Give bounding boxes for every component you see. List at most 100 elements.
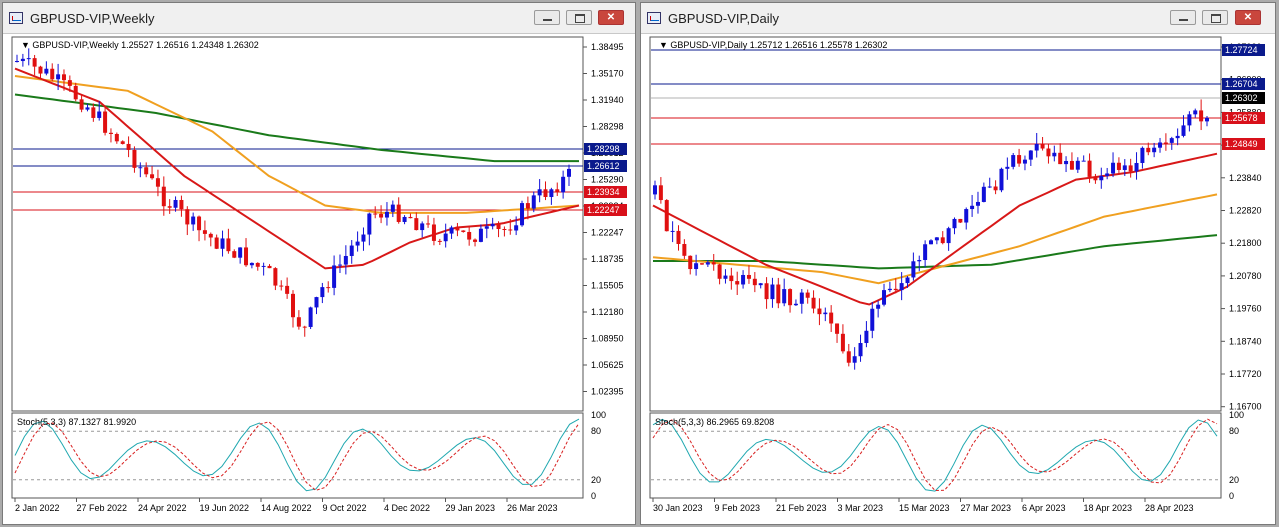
candle-body xyxy=(1022,159,1027,164)
candle-body xyxy=(132,149,137,168)
candle-body xyxy=(811,297,816,309)
chart-area[interactable]: 1.279201.269001.258801.248601.238401.228… xyxy=(641,34,1275,524)
candle-body xyxy=(567,168,571,177)
candle-body xyxy=(964,209,969,223)
candle-body xyxy=(478,228,483,242)
candle-body xyxy=(273,268,278,286)
candle-body xyxy=(882,290,887,305)
candle-body xyxy=(1158,142,1163,148)
candle-body xyxy=(285,285,290,294)
candle-body xyxy=(484,226,489,229)
candle-body xyxy=(1146,147,1151,153)
candle-body xyxy=(191,216,196,225)
time-axis-label: 9 Feb 2023 xyxy=(715,503,761,513)
title-bar[interactable]: GBPUSD-VIP,Weekly xyxy=(3,3,635,34)
stochastic-pane[interactable] xyxy=(649,412,1222,499)
close-button[interactable] xyxy=(1235,10,1261,25)
candle-body xyxy=(917,259,922,262)
price-scale-label: 1.18740 xyxy=(1229,336,1262,346)
candle-body xyxy=(1152,147,1157,153)
price-scale-label: 1.19760 xyxy=(1229,304,1262,314)
level-price-badge xyxy=(1222,138,1265,150)
daily-chart-window[interactable]: GBPUSD-VIP,Daily 1.279201.269001.258801.… xyxy=(640,2,1276,525)
candle-body xyxy=(490,223,495,227)
weekly-chart-window[interactable]: GBPUSD-VIP,Weekly 1.384951.351701.319401… xyxy=(2,2,636,525)
ma-mid-line xyxy=(652,193,1218,285)
candle-body xyxy=(296,317,301,327)
candle-body xyxy=(676,230,681,244)
stoch-scale-label: 20 xyxy=(1229,475,1239,485)
minimize-button[interactable] xyxy=(1170,10,1196,25)
candle-body xyxy=(1075,160,1080,170)
candle-body xyxy=(267,265,272,269)
time-axis-label: 29 Jan 2023 xyxy=(446,503,496,513)
candle-body xyxy=(302,326,307,328)
candle-body xyxy=(929,240,933,245)
symbol-header: ▼ GBPUSD-VIP,Weekly 1.25527 1.26516 1.24… xyxy=(21,40,259,50)
candle-body xyxy=(390,204,395,212)
price-pane[interactable] xyxy=(649,36,1222,412)
candle-body xyxy=(108,132,113,134)
price-scale-label: 1.38495 xyxy=(591,42,624,52)
level-price-badge xyxy=(1222,44,1265,56)
candle-body xyxy=(658,185,663,201)
candle-body xyxy=(829,312,834,324)
time-axis-label: 24 Apr 2022 xyxy=(138,503,187,513)
price-scale-label: 1.12180 xyxy=(591,307,624,317)
candle-body xyxy=(426,223,431,225)
price-scale-label: 1.22820 xyxy=(1229,206,1262,216)
candle-body xyxy=(958,218,963,223)
candle-body xyxy=(449,227,454,234)
candle-body xyxy=(73,85,78,100)
candle-body xyxy=(214,237,219,249)
candle-body xyxy=(999,168,1004,191)
candle-body xyxy=(126,143,131,150)
candle-body xyxy=(940,237,945,244)
maximize-button[interactable] xyxy=(1202,10,1228,25)
maximize-button[interactable] xyxy=(566,10,592,25)
candle-body xyxy=(870,308,875,331)
candle-body xyxy=(496,223,501,230)
title-bar[interactable]: GBPUSD-VIP,Daily xyxy=(641,3,1275,34)
candle-body xyxy=(1005,166,1010,169)
candle-body xyxy=(1011,155,1016,167)
stochastic-pane[interactable] xyxy=(11,412,584,499)
candle-body xyxy=(893,288,898,291)
candle-body xyxy=(414,218,419,231)
level-price-label: 1.26302 xyxy=(1225,93,1258,103)
candle-body xyxy=(741,274,746,285)
candle-body xyxy=(876,304,881,309)
candle-body xyxy=(514,225,519,231)
candle-body xyxy=(561,176,566,193)
time-axis-label: 3 Mar 2023 xyxy=(838,503,884,513)
candle-body xyxy=(150,174,155,179)
stoch-main-line xyxy=(652,418,1218,492)
candle-body xyxy=(682,243,687,256)
candle-body xyxy=(355,241,360,246)
candle-body xyxy=(805,292,810,298)
candle-body xyxy=(431,224,436,241)
minimize-button[interactable] xyxy=(534,10,560,25)
chart-window-icon xyxy=(647,12,661,24)
candle-body xyxy=(923,244,928,260)
candle-body xyxy=(688,255,693,270)
candle-body xyxy=(15,61,19,63)
price-scale-label: 1.16700 xyxy=(1229,402,1262,412)
stoch-scale-label: 80 xyxy=(1229,426,1239,436)
time-axis-label: 21 Feb 2023 xyxy=(776,503,827,513)
candle-body xyxy=(520,203,525,226)
close-button[interactable] xyxy=(598,10,624,25)
candle-body xyxy=(835,323,840,334)
candle-body xyxy=(1181,125,1186,136)
chart-window-icon xyxy=(9,12,23,24)
candle-body xyxy=(1034,143,1039,151)
stoch-scale-label: 80 xyxy=(591,426,601,436)
candle-body xyxy=(379,213,384,218)
level-price-badge xyxy=(1222,92,1265,104)
candle-body xyxy=(543,189,548,198)
candle-body xyxy=(537,189,542,196)
level-price-badge xyxy=(584,143,627,155)
time-axis-label: 15 Mar 2023 xyxy=(899,503,950,513)
chart-area[interactable]: 1.38495 1.35170 1.31940 1.28298 1.26612 1.252… xyxy=(3,34,635,524)
candle-body xyxy=(717,264,722,279)
